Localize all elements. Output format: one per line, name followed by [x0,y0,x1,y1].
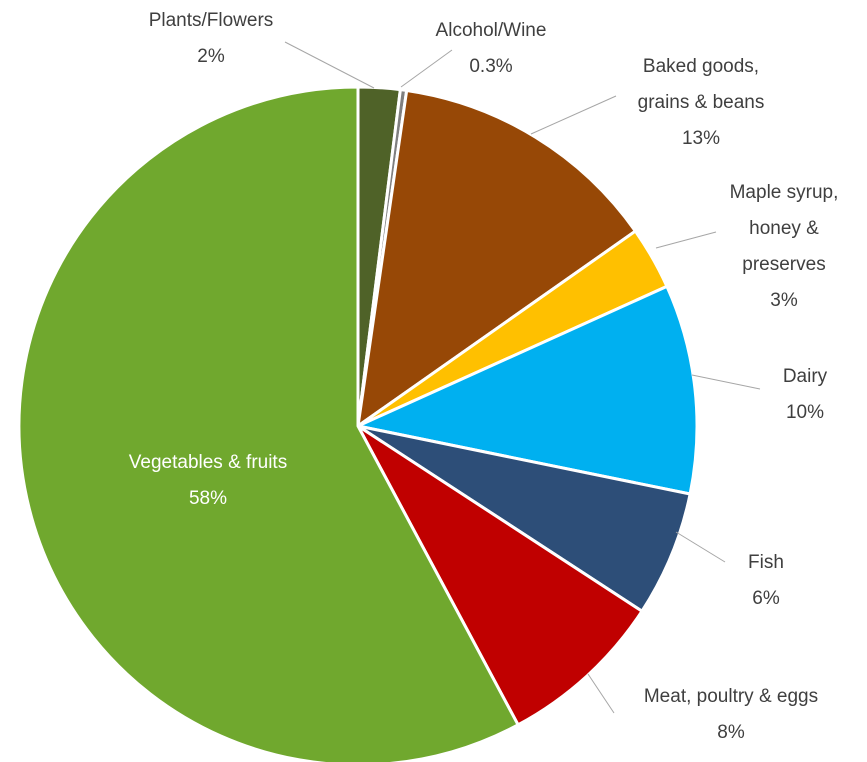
pie-slice [356,424,692,613]
leader-line [530,95,617,135]
slice-category-label: preserves [742,254,825,275]
slice-value-label: 8% [717,722,745,743]
leader-line [691,374,761,390]
pie-slice [356,89,637,428]
leader-line [655,231,717,249]
slice-value-label: 10% [786,402,824,423]
leader-line [400,49,453,88]
slice-category-label: Plants/Flowers [149,10,274,31]
slice-value-label: 2% [197,46,225,67]
data-labels: Plants/Flowers 2% Alcohol/Wine 0.3% Baked go… [129,10,839,743]
slice-value-label: 13% [682,128,720,149]
slice-value-label: 6% [752,588,780,609]
slice-value-label: 58% [189,488,227,509]
leader-lines [284,41,761,714]
slice-category-label: Baked goods, [643,56,759,77]
slice-value-label: 0.3% [469,56,512,77]
slice-category-label: honey & [749,218,819,239]
slice-value-label: 3% [770,290,798,311]
leader-line [675,531,726,563]
pie-slice [17,85,520,762]
slice-category-label: Fish [748,552,784,573]
leader-line [587,673,615,714]
slice-category-label: Meat, poultry & eggs [644,686,818,707]
slice-category-label: Vegetables & fruits [129,452,287,473]
slice-category-label: Maple syrup, [730,182,839,203]
leader-line [284,41,375,89]
slice-category-label: grains & beans [638,92,765,113]
pie-slices [17,85,699,762]
pie-slice [356,424,644,727]
slice-category-label: Dairy [783,366,828,387]
slice-category-label: Alcohol/Wine [436,20,547,41]
